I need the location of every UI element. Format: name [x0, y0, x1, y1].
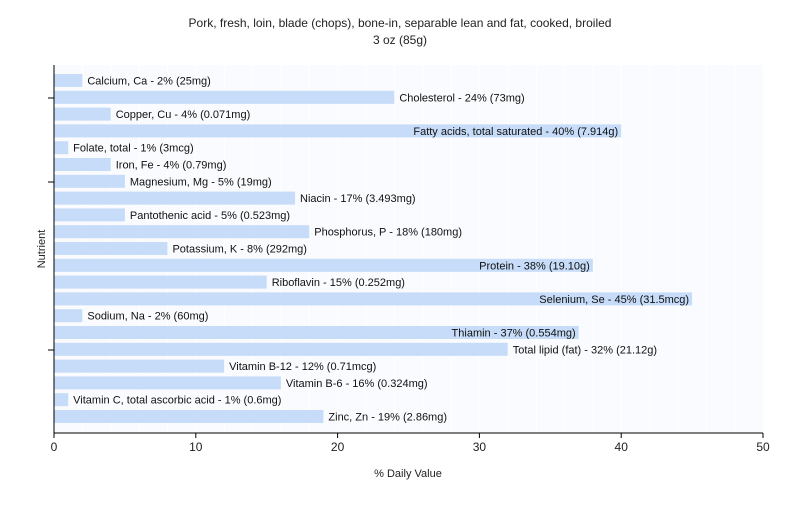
bar — [54, 292, 693, 306]
bar-label: Iron, Fe - 4% (0.79mg) — [116, 160, 227, 172]
bar-label: Total lipid (fat) - 32% (21.12g) — [513, 344, 657, 356]
bar — [54, 410, 324, 423]
bar-label: Vitamin B-6 - 16% (0.324mg) — [286, 378, 428, 390]
bar — [54, 174, 125, 188]
bar-label: Magnesium, Mg - 5% (19mg) — [130, 176, 272, 188]
x-tick-label: 20 — [331, 440, 345, 454]
bar — [54, 309, 83, 323]
bar — [54, 191, 296, 205]
bar-label: Sodium, Na - 2% (60mg) — [87, 311, 208, 323]
bar — [54, 342, 508, 356]
bar-label: Protein - 38% (19.10g) — [479, 260, 590, 272]
bar-label: Thiamin - 37% (0.554mg) — [452, 328, 576, 340]
bar — [54, 326, 579, 339]
bar — [54, 359, 225, 373]
bar-label: Vitamin C, total ascorbic acid - 1% (0.6… — [73, 395, 281, 407]
chart-title: Pork, fresh, loin, blade (chops), bone-i… — [189, 16, 612, 30]
bar — [54, 90, 395, 104]
bar — [54, 393, 69, 407]
bar — [54, 141, 69, 155]
x-tick-label: 30 — [473, 440, 487, 454]
bar — [54, 258, 593, 272]
bar — [54, 376, 281, 390]
bar-label: Copper, Cu - 4% (0.071mg) — [116, 109, 251, 121]
bar — [54, 74, 83, 87]
bar-label: Niacin - 17% (3.493mg) — [300, 193, 416, 205]
bar-label: Calcium, Ca - 2% (25mg) — [87, 76, 210, 88]
bar-label: Cholesterol - 24% (73mg) — [399, 92, 524, 104]
bar — [54, 208, 125, 222]
chart-subtitle: 3 oz (85g) — [373, 33, 427, 47]
x-tick-label: 40 — [615, 440, 629, 454]
bar-label: Zinc, Zn - 19% (2.86mg) — [328, 412, 447, 424]
bar-label: Pantothenic acid - 5% (0.523mg) — [130, 210, 290, 222]
bar — [54, 124, 622, 138]
bar-label: Potassium, K - 8% (292mg) — [172, 244, 307, 256]
bar-label: Vitamin B-12 - 12% (0.71mcg) — [229, 361, 376, 373]
bar — [54, 107, 111, 121]
bar-label: Folate, total - 1% (3mcg) — [73, 143, 193, 155]
bar — [54, 242, 168, 255]
bar — [54, 158, 111, 171]
bar-label: Riboflavin - 15% (0.252mg) — [272, 277, 405, 289]
y-axis-title: Nutrient — [36, 230, 48, 269]
bar — [54, 225, 310, 239]
x-tick-label: 10 — [189, 440, 203, 454]
bar-label: Fatty acids, total saturated - 40% (7.91… — [413, 126, 618, 138]
x-axis-title: % Daily Value — [374, 468, 442, 480]
plot-area: Calcium, Ca - 2% (25mg) Cholesterol - 24%… — [48, 65, 770, 454]
bar-label: Selenium, Se - 45% (31.5mcg) — [539, 294, 689, 306]
x-tick-label: 0 — [51, 440, 58, 454]
bar-label: Phosphorus, P - 18% (180mg) — [314, 227, 462, 239]
bar — [54, 275, 267, 289]
x-tick-label: 50 — [756, 440, 770, 454]
